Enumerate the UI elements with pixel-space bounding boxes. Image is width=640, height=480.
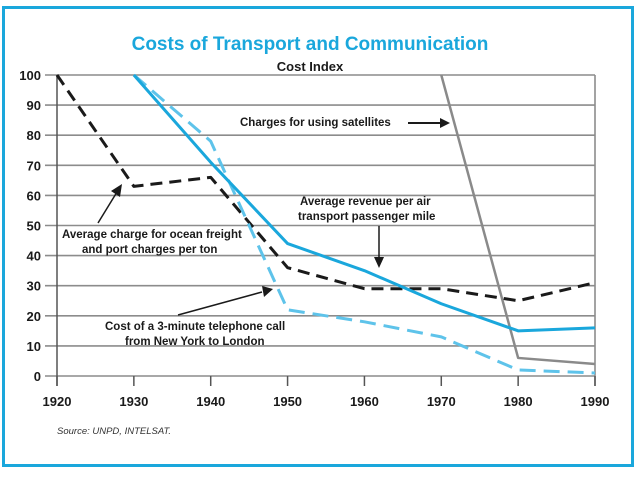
annotation-air-line1: Average revenue per air bbox=[300, 196, 431, 208]
y-tick-label: 60 bbox=[27, 188, 41, 203]
arrowhead-icon bbox=[374, 257, 384, 268]
y-tick-label: 70 bbox=[27, 158, 41, 173]
x-tick-label: 1980 bbox=[504, 394, 533, 409]
arrowhead-icon bbox=[111, 184, 122, 197]
annotation-phone-line1: Cost of a 3-minute telephone call bbox=[105, 321, 285, 333]
y-tick-label: 80 bbox=[27, 128, 41, 143]
annotation-satellites: Charges for using satellites bbox=[240, 117, 391, 129]
y-axis-label: Cost Index bbox=[277, 59, 344, 74]
series-line-0 bbox=[55, 74, 596, 303]
x-tick-label: 1990 bbox=[581, 394, 610, 409]
y-tick-label: 30 bbox=[27, 279, 41, 294]
x-tick-label: 1930 bbox=[119, 394, 148, 409]
chart-frame bbox=[2, 6, 634, 467]
x-tick-label: 1960 bbox=[350, 394, 379, 409]
annotation-arrow-phone bbox=[177, 291, 263, 316]
y-tick-label: 50 bbox=[27, 219, 41, 234]
arrowhead-icon bbox=[262, 286, 273, 297]
arrowhead-icon bbox=[440, 118, 450, 128]
annotation-ocean-line1: Average charge for ocean freight bbox=[62, 229, 242, 241]
x-tick-label: 1950 bbox=[273, 394, 302, 409]
series-line-3 bbox=[440, 74, 596, 366]
y-tick-label: 100 bbox=[19, 68, 41, 83]
annotation-arrow-ocean bbox=[97, 191, 118, 224]
y-tick-label: 20 bbox=[27, 309, 41, 324]
x-tick-label: 1920 bbox=[43, 394, 72, 409]
annotation-air-line2: transport passenger mile bbox=[298, 211, 435, 223]
annotation-phone-line2: from New York to London bbox=[125, 336, 265, 348]
y-tick-label: 40 bbox=[27, 249, 41, 264]
y-tick-label: 10 bbox=[27, 339, 41, 354]
y-tick-label: 0 bbox=[34, 369, 41, 384]
x-tick-label: 1970 bbox=[427, 394, 456, 409]
y-tick-label: 90 bbox=[27, 98, 41, 113]
chart-title: Costs of Transport and Communication bbox=[132, 34, 489, 55]
x-tick-label: 1940 bbox=[196, 394, 225, 409]
annotation-ocean-line2: and port charges per ton bbox=[82, 244, 217, 256]
source-note: Source: UNPD, INTELSAT. bbox=[57, 426, 171, 437]
